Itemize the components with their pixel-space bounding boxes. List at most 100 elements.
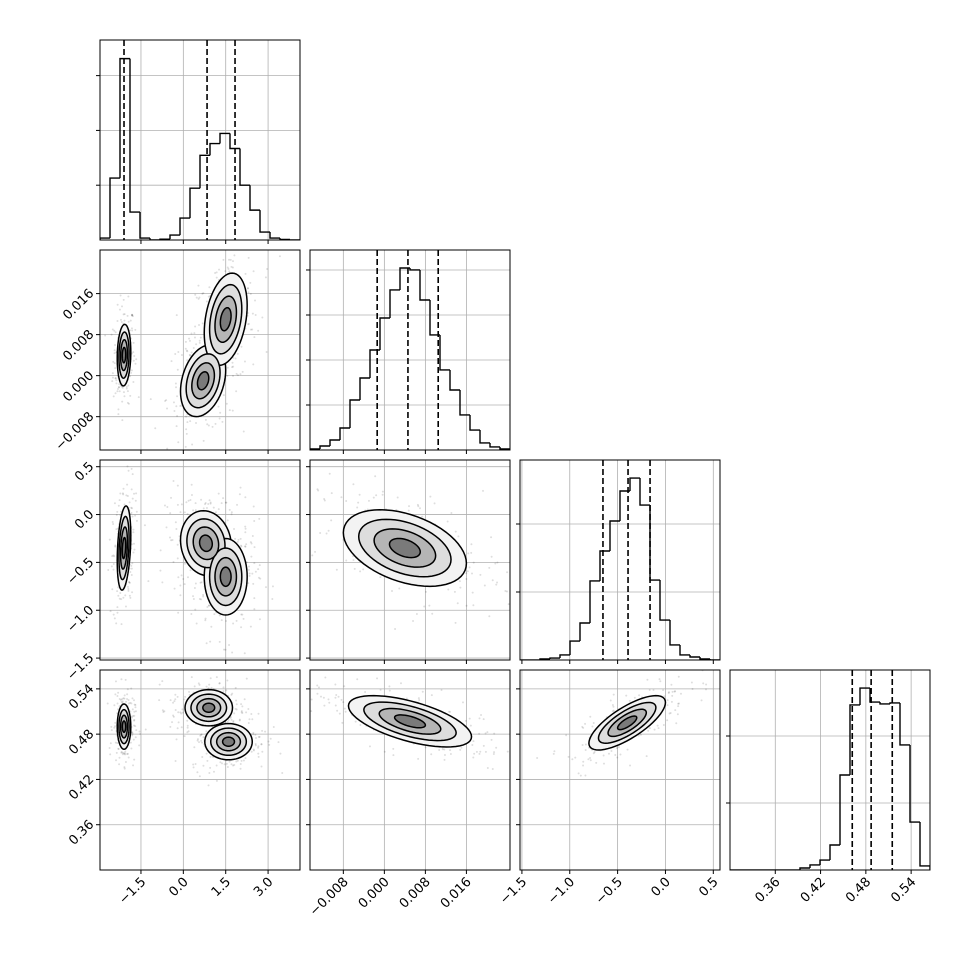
scatter-point: [130, 573, 133, 576]
scatter-point: [115, 751, 118, 754]
scatter-point: [215, 276, 218, 279]
scatter-point: [230, 265, 233, 268]
scatter-point: [527, 557, 529, 559]
scatter-point: [249, 541, 252, 544]
scatter-point: [209, 766, 212, 769]
scatter-point: [113, 352, 116, 355]
scatter-point: [112, 568, 115, 571]
scatter-point: [159, 569, 162, 572]
scatter-point: [226, 765, 229, 768]
scatter-point: [134, 736, 137, 739]
histogram-bin: [439, 334, 450, 371]
scatter-point: [116, 510, 119, 513]
scatter-point: [166, 506, 169, 509]
scatter-point: [212, 770, 215, 773]
scatter-point: [192, 509, 195, 512]
scatter-point: [244, 496, 247, 499]
scatter-point: [647, 729, 650, 732]
scatter-point: [124, 594, 127, 597]
scatter-point: [323, 499, 326, 502]
contour: [196, 371, 210, 391]
scatter-point: [171, 721, 174, 724]
scatter-point: [133, 718, 136, 721]
scatter-point: [454, 530, 457, 533]
scatter-point: [454, 621, 457, 624]
scatter-point: [247, 707, 250, 710]
contour: [616, 715, 638, 731]
scatter-point: [390, 590, 393, 593]
histogram-bin: [629, 477, 640, 492]
scatter-point: [392, 747, 395, 750]
scatter-point: [615, 747, 618, 750]
scatter-point: [239, 537, 242, 540]
scatter-point: [164, 400, 167, 403]
histogram-bin: [169, 234, 180, 240]
scatter-point: [194, 608, 197, 611]
scatter-point: [202, 593, 205, 596]
scatter-point: [226, 374, 229, 377]
scatter-point: [133, 492, 136, 495]
scatter-point: [449, 752, 452, 755]
scatter-point: [209, 502, 212, 505]
y-tick-label: −0.5: [64, 555, 97, 588]
scatter-point: [473, 752, 476, 755]
scatter-point: [123, 767, 126, 770]
scatter-point: [690, 681, 693, 684]
scatter-point: [188, 693, 191, 696]
scatter-point: [240, 345, 243, 348]
histogram-bin: [819, 859, 830, 865]
scatter-point: [457, 535, 460, 538]
scatter-point: [264, 730, 267, 733]
scatter-point: [506, 571, 509, 574]
scatter-point: [193, 336, 196, 339]
histogram-bin: [709, 658, 720, 660]
histogram-bin: [649, 505, 660, 581]
scatter-point: [172, 714, 175, 717]
scatter-point: [205, 752, 208, 755]
scatter-point: [268, 743, 271, 746]
scatter-point: [306, 526, 308, 528]
scatter-point: [127, 320, 130, 323]
scatter-point: [353, 567, 356, 570]
scatter-point: [419, 507, 422, 510]
scatter-point: [128, 581, 131, 584]
scatter-point: [220, 619, 223, 622]
scatter-point: [127, 469, 130, 472]
scatter-point: [186, 359, 189, 362]
scatter-point: [120, 678, 123, 681]
histogram-bin: [499, 446, 510, 450]
scatter-point: [423, 605, 426, 608]
scatter-point: [258, 517, 261, 520]
scatter-point: [214, 422, 217, 425]
scatter-point: [135, 729, 138, 732]
scatter-point: [261, 729, 264, 732]
scatter-point: [466, 570, 469, 573]
scatter-point: [121, 700, 124, 703]
scatter-point: [612, 693, 615, 696]
scatter-point: [357, 501, 360, 504]
scatter-point: [392, 754, 395, 757]
scatter-point: [221, 420, 224, 423]
scatter-point: [186, 513, 189, 516]
scatter-point: [336, 709, 339, 712]
scatter-point: [185, 501, 188, 504]
histogram-bin: [139, 212, 150, 239]
scatter-point: [251, 718, 254, 721]
scatter-point: [176, 414, 179, 417]
scatter-point: [175, 314, 178, 317]
scatter-point: [126, 752, 129, 755]
scatter-point: [587, 758, 590, 761]
scatter-point: [110, 565, 113, 568]
scatter-point: [190, 613, 193, 616]
scatter-point: [118, 756, 121, 759]
scatter-point: [135, 510, 138, 513]
scatter-point: [217, 492, 220, 495]
scatter-point: [188, 690, 191, 693]
scatter-point: [111, 376, 114, 379]
scatter-point: [218, 682, 221, 685]
scatter-point: [253, 336, 256, 339]
scatter-point: [248, 574, 251, 577]
scatter-point: [666, 704, 669, 707]
scatter-point: [207, 687, 210, 690]
scatter-point: [230, 718, 233, 721]
